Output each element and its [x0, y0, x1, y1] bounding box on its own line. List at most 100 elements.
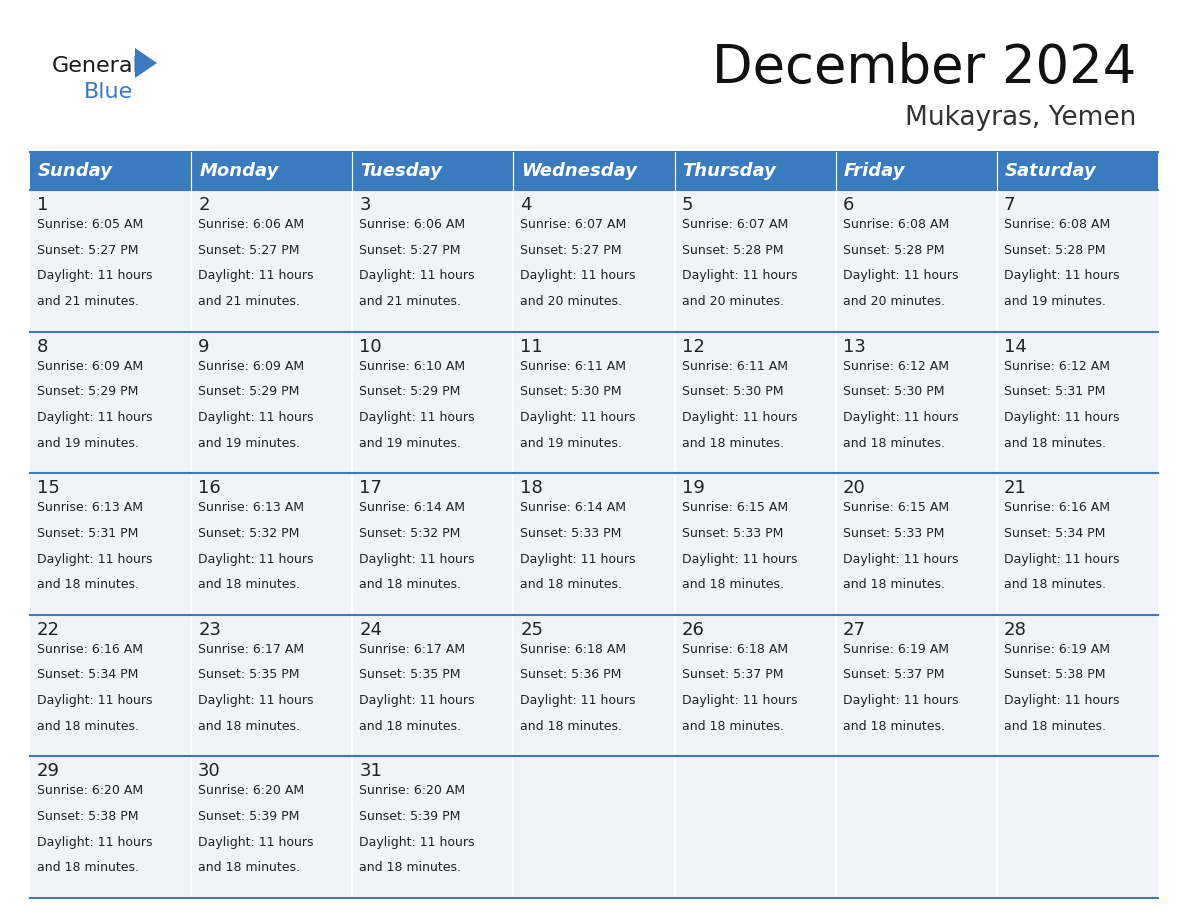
Bar [30, 152, 191, 190]
Text: Sunset: 5:27 PM: Sunset: 5:27 PM [37, 243, 139, 257]
Text: Sunrise: 6:10 AM: Sunrise: 6:10 AM [359, 360, 466, 373]
Text: Sunrise: 6:09 AM: Sunrise: 6:09 AM [198, 360, 304, 373]
Text: Sunset: 5:28 PM: Sunset: 5:28 PM [842, 243, 944, 257]
Text: Wednesday: Wednesday [522, 162, 638, 180]
Text: Daylight: 11 hours: Daylight: 11 hours [842, 553, 959, 565]
Text: Sunrise: 6:20 AM: Sunrise: 6:20 AM [359, 784, 466, 798]
Bar [835, 152, 997, 190]
Text: 18: 18 [520, 479, 543, 498]
Text: and 18 minutes.: and 18 minutes. [682, 437, 784, 450]
Text: Daylight: 11 hours: Daylight: 11 hours [37, 411, 152, 424]
Bar [997, 615, 1158, 756]
Text: and 18 minutes.: and 18 minutes. [198, 720, 301, 733]
Text: and 18 minutes.: and 18 minutes. [198, 861, 301, 875]
Text: and 20 minutes.: and 20 minutes. [520, 295, 623, 308]
Text: Saturday: Saturday [1005, 162, 1097, 180]
Text: Sunrise: 6:07 AM: Sunrise: 6:07 AM [520, 218, 627, 231]
Text: Sunset: 5:31 PM: Sunset: 5:31 PM [37, 527, 138, 540]
Text: and 18 minutes.: and 18 minutes. [37, 861, 139, 875]
Text: and 19 minutes.: and 19 minutes. [37, 437, 139, 450]
Text: Sunset: 5:39 PM: Sunset: 5:39 PM [359, 810, 461, 823]
Text: Sunrise: 6:12 AM: Sunrise: 6:12 AM [1004, 360, 1110, 373]
Bar [513, 152, 675, 190]
Text: 20: 20 [842, 479, 866, 498]
Text: Sunset: 5:28 PM: Sunset: 5:28 PM [1004, 243, 1105, 257]
Text: 28: 28 [1004, 621, 1026, 639]
Text: Daylight: 11 hours: Daylight: 11 hours [842, 269, 959, 283]
Text: Sunrise: 6:20 AM: Sunrise: 6:20 AM [37, 784, 143, 798]
Text: Sunrise: 6:14 AM: Sunrise: 6:14 AM [520, 501, 626, 514]
Text: Sunrise: 6:11 AM: Sunrise: 6:11 AM [682, 360, 788, 373]
Text: and 18 minutes.: and 18 minutes. [198, 578, 301, 591]
Text: Sunrise: 6:09 AM: Sunrise: 6:09 AM [37, 360, 143, 373]
Text: Sunrise: 6:16 AM: Sunrise: 6:16 AM [37, 643, 143, 655]
Bar [997, 473, 1158, 615]
Text: Sunset: 5:35 PM: Sunset: 5:35 PM [359, 668, 461, 681]
Bar [191, 152, 353, 190]
Text: Daylight: 11 hours: Daylight: 11 hours [198, 835, 314, 849]
Bar [513, 190, 675, 331]
Bar [191, 331, 353, 473]
Text: Daylight: 11 hours: Daylight: 11 hours [359, 411, 475, 424]
Text: Daylight: 11 hours: Daylight: 11 hours [359, 694, 475, 707]
Text: and 18 minutes.: and 18 minutes. [359, 861, 461, 875]
Text: Daylight: 11 hours: Daylight: 11 hours [520, 553, 636, 565]
Text: 31: 31 [359, 763, 383, 780]
Text: Thursday: Thursday [683, 162, 777, 180]
Text: Daylight: 11 hours: Daylight: 11 hours [842, 411, 959, 424]
Text: Sunset: 5:33 PM: Sunset: 5:33 PM [682, 527, 783, 540]
Text: and 18 minutes.: and 18 minutes. [682, 720, 784, 733]
Text: 1: 1 [37, 196, 49, 214]
Bar [835, 473, 997, 615]
Text: Sunset: 5:32 PM: Sunset: 5:32 PM [359, 527, 461, 540]
Text: and 18 minutes.: and 18 minutes. [842, 437, 944, 450]
Text: Sunset: 5:29 PM: Sunset: 5:29 PM [359, 386, 461, 398]
Text: and 19 minutes.: and 19 minutes. [198, 437, 301, 450]
Text: Sunrise: 6:16 AM: Sunrise: 6:16 AM [1004, 501, 1110, 514]
Bar [997, 152, 1158, 190]
Text: 15: 15 [37, 479, 59, 498]
Text: 24: 24 [359, 621, 383, 639]
Text: Sunrise: 6:18 AM: Sunrise: 6:18 AM [520, 643, 626, 655]
Text: 7: 7 [1004, 196, 1016, 214]
Text: and 18 minutes.: and 18 minutes. [1004, 720, 1106, 733]
Bar [513, 756, 675, 898]
Text: Sunset: 5:27 PM: Sunset: 5:27 PM [198, 243, 299, 257]
Bar [835, 190, 997, 331]
Text: Mukayras, Yemen: Mukayras, Yemen [904, 105, 1136, 131]
Bar [513, 473, 675, 615]
Text: Sunset: 5:33 PM: Sunset: 5:33 PM [520, 527, 621, 540]
Text: Sunset: 5:33 PM: Sunset: 5:33 PM [842, 527, 944, 540]
Text: Daylight: 11 hours: Daylight: 11 hours [359, 553, 475, 565]
Text: and 18 minutes.: and 18 minutes. [1004, 437, 1106, 450]
Text: 9: 9 [198, 338, 209, 355]
Bar [675, 190, 835, 331]
Text: and 18 minutes.: and 18 minutes. [359, 578, 461, 591]
Text: 19: 19 [682, 479, 704, 498]
Text: Daylight: 11 hours: Daylight: 11 hours [1004, 553, 1119, 565]
Text: 22: 22 [37, 621, 61, 639]
Text: and 19 minutes.: and 19 minutes. [1004, 295, 1106, 308]
Text: and 18 minutes.: and 18 minutes. [37, 720, 139, 733]
Text: and 20 minutes.: and 20 minutes. [682, 295, 784, 308]
Text: Daylight: 11 hours: Daylight: 11 hours [1004, 269, 1119, 283]
Text: 14: 14 [1004, 338, 1026, 355]
Text: Sunrise: 6:15 AM: Sunrise: 6:15 AM [842, 501, 949, 514]
Text: 3: 3 [359, 196, 371, 214]
Text: Sunset: 5:30 PM: Sunset: 5:30 PM [520, 386, 623, 398]
Text: and 19 minutes.: and 19 minutes. [520, 437, 623, 450]
Text: and 18 minutes.: and 18 minutes. [37, 578, 139, 591]
Text: 4: 4 [520, 196, 532, 214]
Text: Daylight: 11 hours: Daylight: 11 hours [37, 694, 152, 707]
Text: Sunrise: 6:19 AM: Sunrise: 6:19 AM [1004, 643, 1110, 655]
Text: 17: 17 [359, 479, 383, 498]
Text: Daylight: 11 hours: Daylight: 11 hours [520, 411, 636, 424]
Text: Sunset: 5:35 PM: Sunset: 5:35 PM [198, 668, 299, 681]
Bar [30, 473, 191, 615]
Text: Daylight: 11 hours: Daylight: 11 hours [682, 694, 797, 707]
Text: 29: 29 [37, 763, 61, 780]
Text: Sunrise: 6:17 AM: Sunrise: 6:17 AM [359, 643, 466, 655]
Text: and 18 minutes.: and 18 minutes. [520, 578, 623, 591]
Text: Sunrise: 6:17 AM: Sunrise: 6:17 AM [198, 643, 304, 655]
Text: Daylight: 11 hours: Daylight: 11 hours [37, 553, 152, 565]
